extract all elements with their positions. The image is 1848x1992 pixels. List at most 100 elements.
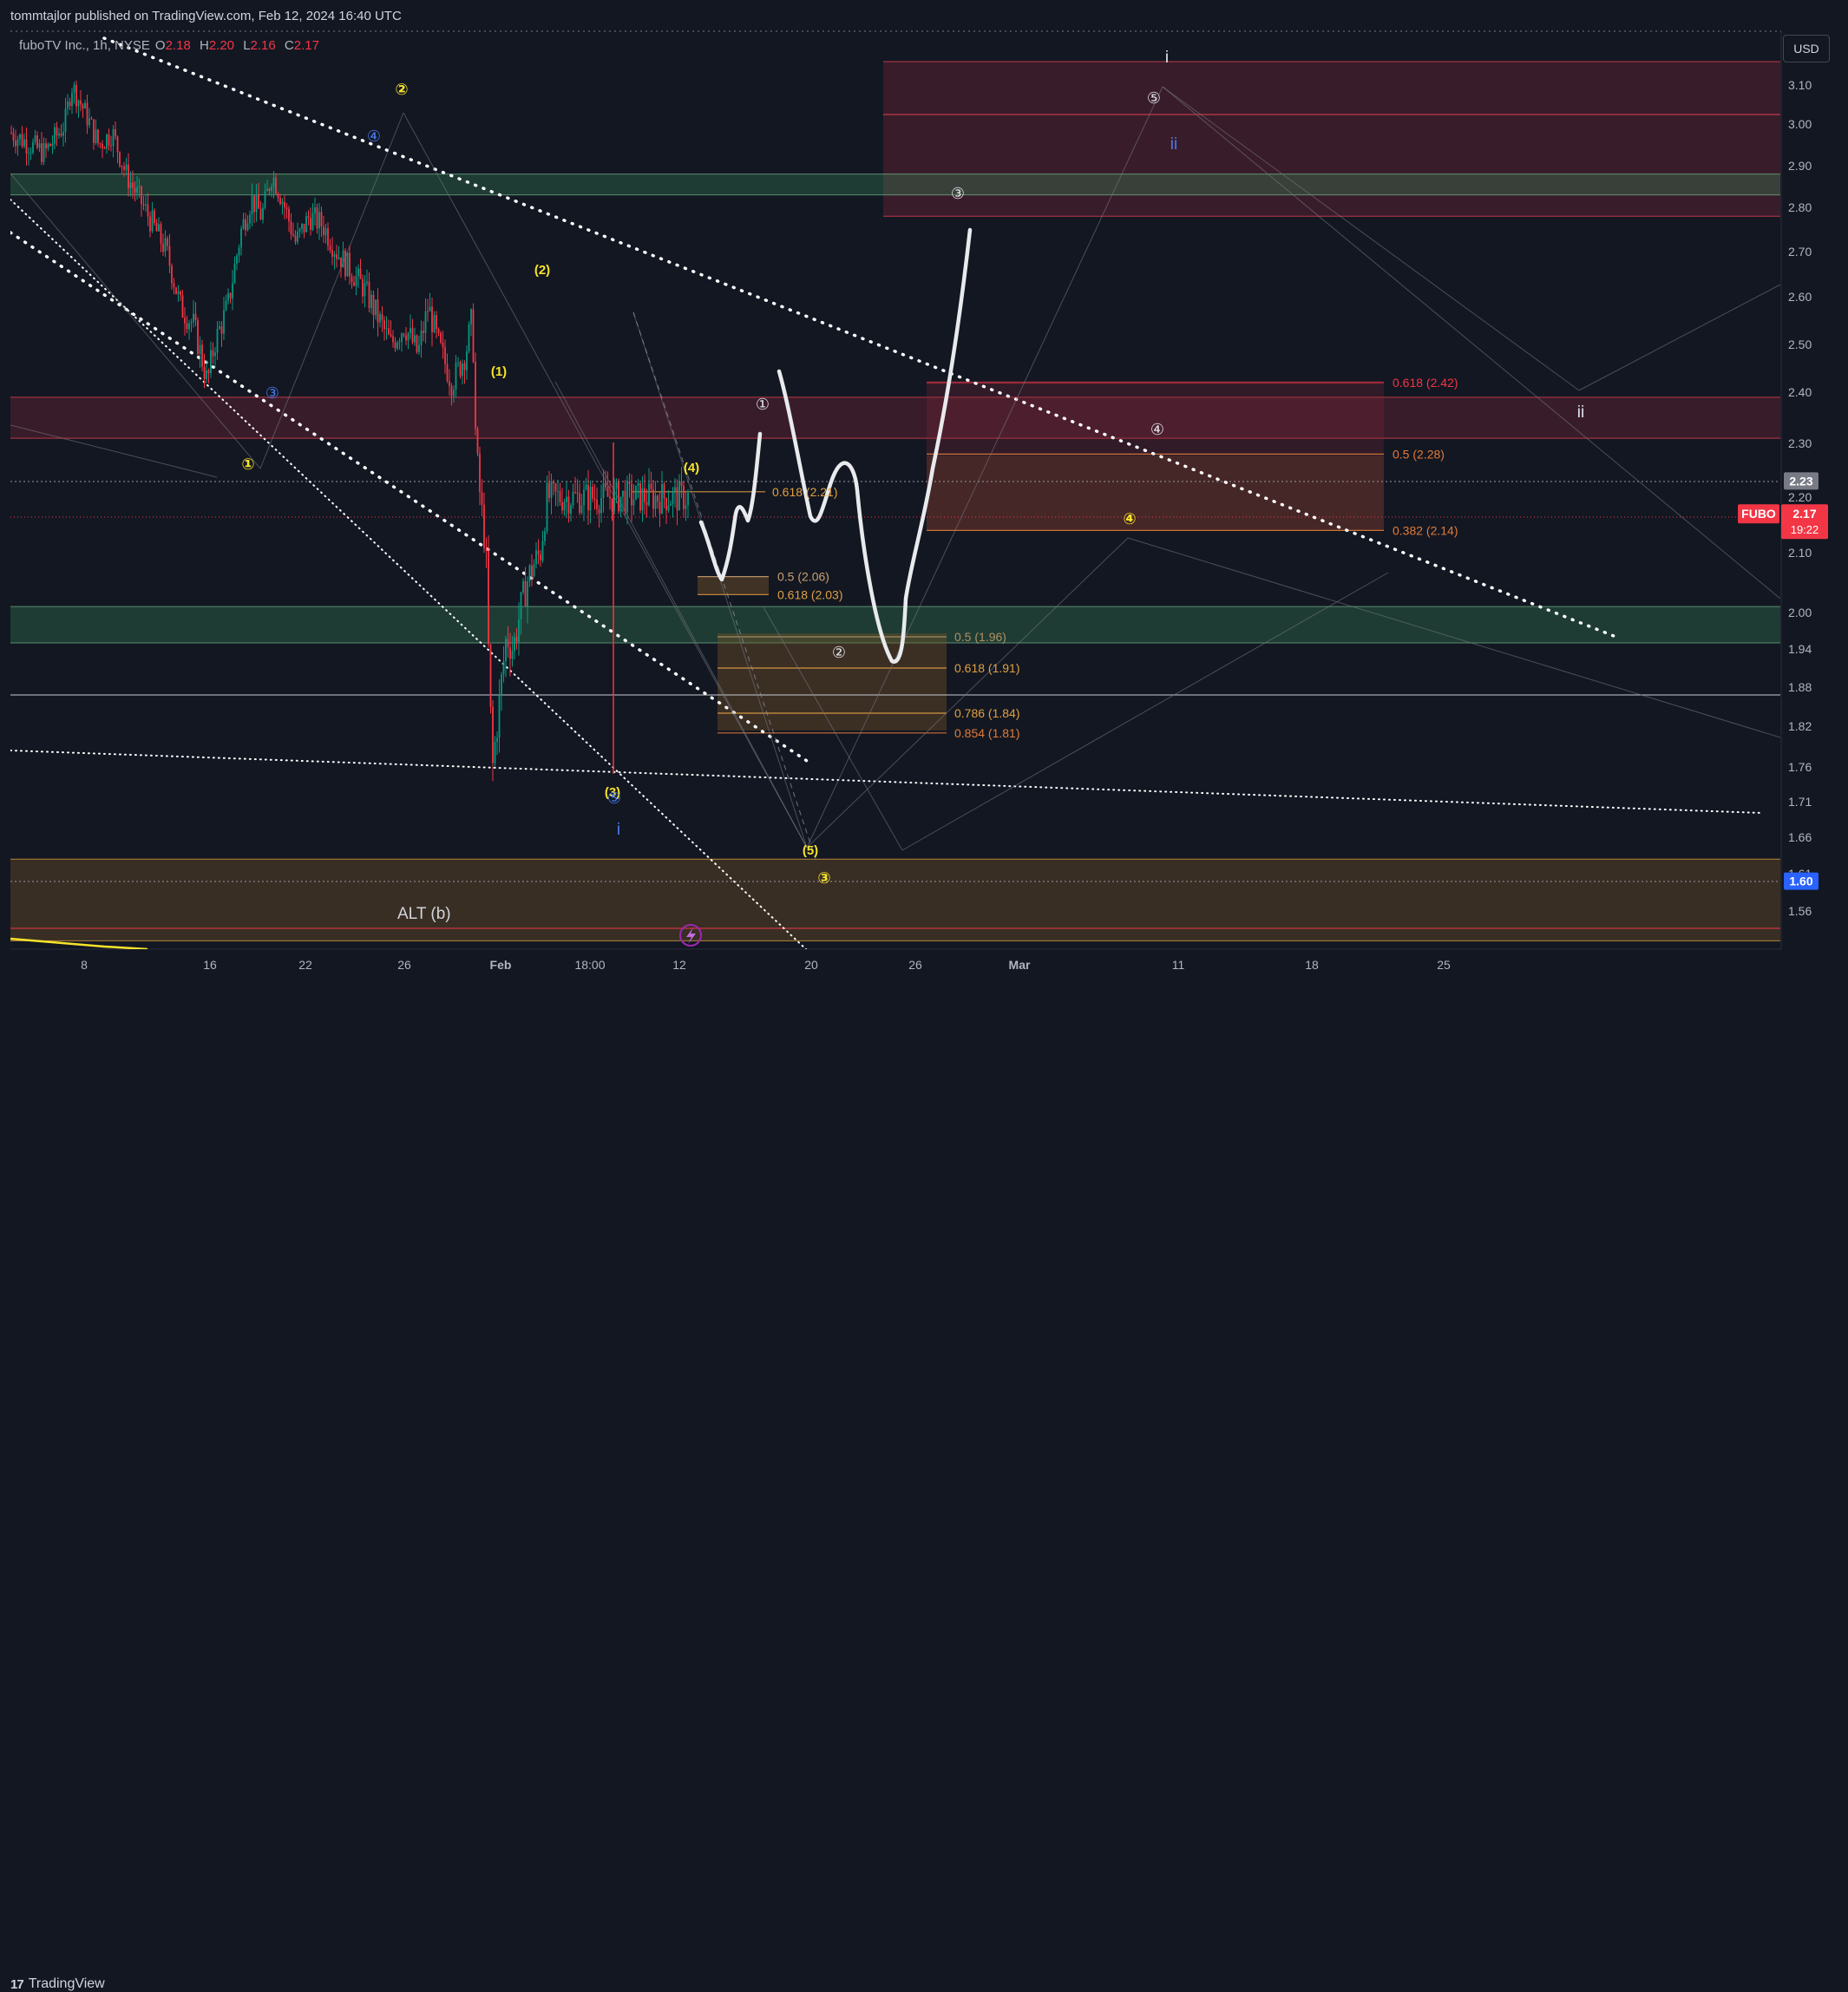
candle-body — [475, 361, 476, 429]
candle-body — [141, 186, 142, 205]
price-marker-blue — [1784, 872, 1819, 890]
candle-body — [285, 207, 288, 209]
candle-body — [433, 315, 436, 333]
close-label: C — [284, 38, 294, 53]
candle-body — [637, 482, 639, 486]
candle-body — [663, 483, 665, 499]
candle-body — [223, 310, 225, 334]
candle-body — [219, 326, 220, 329]
candle-body — [624, 490, 626, 513]
tradingview-logo-text: TradingView — [28, 1976, 105, 1991]
candle-body — [93, 119, 95, 143]
wave-label: ③ — [265, 384, 279, 402]
candle-body — [418, 344, 420, 352]
candle-body — [266, 188, 268, 192]
fib-level-label: 0.5 (2.06) — [777, 570, 829, 584]
time-tick-label: 26 — [908, 958, 922, 972]
candle-body — [86, 102, 88, 126]
fib-level-label: 0.854 (1.81) — [954, 726, 1020, 740]
fib-box-small — [698, 577, 769, 594]
candle-body — [281, 201, 284, 205]
tradingview-logo[interactable]: 17 TradingView — [10, 1976, 105, 1992]
candle-body — [145, 204, 147, 206]
candle-body — [288, 208, 290, 222]
chart-canvas[interactable]: ALT (b)②④(2)(1)③① (4)(3)⑤i(5)③①②③④⑤iiiii④… — [0, 0, 1848, 1018]
candle-body — [502, 661, 505, 675]
candle-body — [125, 164, 128, 170]
candle-body — [115, 128, 116, 137]
candle-body — [676, 487, 678, 511]
candle-body — [364, 283, 366, 297]
close-value: 2.17 — [293, 38, 319, 53]
candle-body — [132, 182, 134, 188]
price-tick-label: 1.94 — [1788, 642, 1812, 656]
candle-body — [210, 350, 212, 374]
candle-body — [466, 351, 468, 370]
wave-label: i — [1165, 49, 1169, 67]
candle-body — [427, 311, 429, 312]
candle-body — [540, 554, 541, 560]
candle-body — [177, 291, 180, 294]
candle-body — [90, 118, 93, 120]
fib-level-label: 0.5 (1.96) — [954, 630, 1006, 644]
publisher-text: tommtajlor published on TradingView.com,… — [10, 9, 402, 23]
lightning-icon[interactable] — [679, 924, 702, 947]
candle-body — [349, 252, 351, 277]
candle-body — [225, 300, 227, 311]
candle-body — [481, 492, 483, 505]
price-tick-label: 2.70 — [1788, 245, 1812, 259]
candle-body — [129, 182, 132, 188]
candle-body — [410, 328, 411, 333]
candle-body — [444, 347, 446, 364]
time-tick-label: 11 — [1172, 958, 1185, 972]
candle-body — [62, 131, 64, 136]
candle-body — [168, 246, 171, 266]
candle-body — [498, 694, 501, 738]
candle-body — [683, 485, 685, 509]
candle-body — [279, 198, 281, 205]
top-bar: tommtajlor published on TradingView.com,… — [0, 0, 1848, 33]
candle-body — [128, 164, 129, 188]
candle-body — [203, 366, 206, 380]
symbol-name[interactable]: fuboTV Inc., 1h, NYSE — [19, 38, 150, 53]
time-tick-label: 20 — [804, 958, 818, 972]
candle-body — [606, 487, 609, 497]
candle-body — [440, 332, 442, 343]
time-axis[interactable]: 8 16 22 26 Feb 18:00 12 20 26 Mar 11 18 25 — [81, 958, 1451, 972]
candle-body — [587, 484, 589, 511]
fib-box-upper — [927, 381, 1384, 530]
price-axis[interactable]: 3.10 3.00 2.90 2.80 2.70 2.60 2.50 2.40 2.30 2.20… — [1788, 78, 1812, 918]
candle-body — [116, 136, 119, 153]
candle-body — [559, 491, 561, 502]
candle-body — [650, 483, 652, 489]
currency-button[interactable]: USD — [1783, 35, 1830, 62]
candle-body — [355, 276, 357, 286]
candle-body — [29, 152, 32, 154]
wave-label: ③ — [817, 869, 830, 887]
candle-body — [593, 498, 596, 500]
time-tick-label: 18 — [1305, 958, 1319, 972]
candle-body — [585, 484, 587, 490]
candle-body — [485, 547, 488, 551]
candle-body — [246, 223, 249, 231]
wave-label: ii — [1170, 135, 1177, 154]
candle-body — [442, 342, 444, 348]
fib-level-label: 0.618 (2.42) — [1393, 376, 1458, 390]
candle-body — [377, 299, 379, 323]
candle-body — [602, 482, 605, 498]
candle-body — [80, 100, 82, 105]
candle-body — [678, 482, 680, 511]
candle-body — [628, 482, 631, 484]
candle-body — [392, 336, 394, 343]
candle-body — [557, 491, 559, 493]
wave-label: ② — [832, 644, 846, 661]
candle-body — [648, 483, 650, 506]
candle-body — [186, 323, 188, 330]
tradingview-logo-mark: 17 — [10, 1976, 24, 1992]
candle-body — [483, 504, 485, 548]
candle-body — [494, 742, 496, 763]
candle-body — [370, 294, 372, 309]
candle-body — [515, 637, 518, 642]
candle-body — [329, 246, 331, 251]
candle-body — [214, 352, 216, 357]
